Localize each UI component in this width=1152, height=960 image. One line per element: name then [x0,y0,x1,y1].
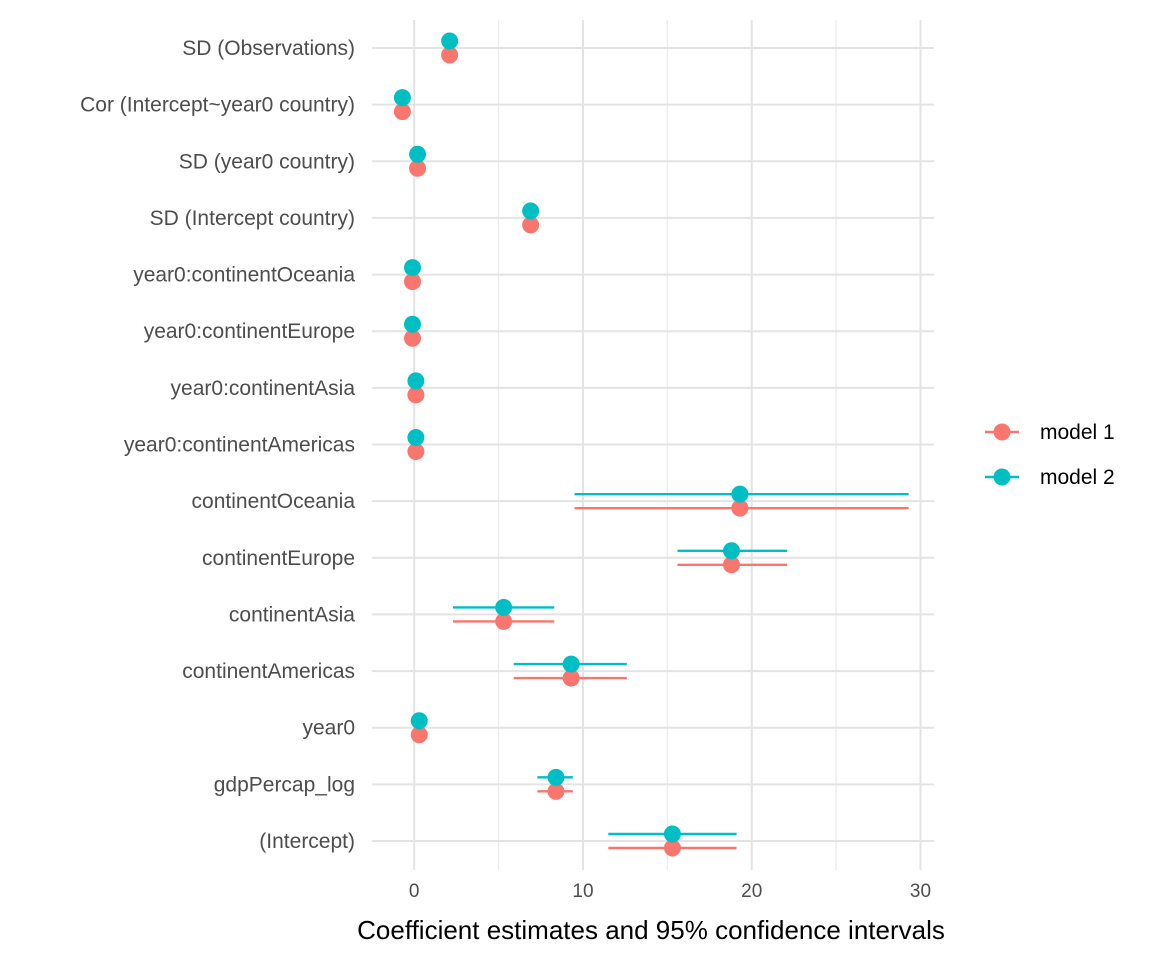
estimate-point [393,89,411,107]
legend-label: model 2 [1040,466,1115,489]
estimate-point [731,485,749,503]
estimate-point [663,839,681,857]
estimate-point [495,612,513,630]
y-tick-label: year0:continentEurope [144,320,355,343]
legend-label: model 1 [1040,421,1115,444]
estimate-point [404,315,422,333]
y-tick-label: continentOceania [192,490,356,513]
estimate-point [495,598,513,616]
estimate-point [409,145,427,163]
estimate-point [393,103,411,121]
estimate-point [407,372,425,390]
estimate-point [663,825,681,843]
estimate-point [407,443,425,460]
estimate-point [722,556,740,574]
legend-key-point [993,423,1011,441]
estimate-point [441,46,459,64]
y-tick-label: (Intercept) [259,830,355,853]
y-tick-labels: (Intercept) gdpPercap_log year0 continentAm… [80,37,355,853]
estimate-point [404,329,422,347]
grid-lines [372,20,934,870]
y-tick-label: SD (year0 country) [179,150,355,173]
estimate-point [409,159,427,177]
x-tick-label: 0 [409,881,420,902]
y-tick-label: year0 [302,717,355,740]
estimate-point [407,386,425,404]
legend-key-point [993,468,1011,486]
estimate-point [441,32,459,50]
y-tick-label: SD (Observations) [182,37,355,60]
x-axis-title: Coefficient estimates and 95% confidence… [357,915,945,945]
y-tick-label: continentAmericas [182,660,355,683]
x-tick-label: 10 [572,881,593,902]
estimate-point [410,712,428,730]
y-tick-label: continentEurope [202,547,355,570]
estimate-point [522,202,540,220]
legend: model 1 model 2 [985,421,1115,489]
x-tick-labels: 0 10 20 30 [409,881,931,902]
estimate-point [547,768,565,786]
estimate-point [722,542,740,560]
estimate-point [562,669,580,687]
y-tick-label: continentAsia [229,603,355,626]
estimate-point [522,216,540,234]
y-tick-label: SD (Intercept country) [150,207,355,230]
estimate-point [410,726,428,744]
x-tick-label: 30 [910,881,931,902]
y-tick-label: year0:continentAsia [171,377,356,400]
estimate-point [407,429,425,446]
y-tick-label: Cor (Intercept~year0 country) [80,94,355,117]
y-tick-label: year0:continentOceania [133,264,355,287]
estimate-point [404,259,422,277]
estimate-point [404,273,422,291]
y-tick-label: year0:continentAmericas [124,434,355,457]
estimate-point [562,655,580,673]
estimate-point [547,782,565,800]
x-tick-label: 20 [741,881,762,902]
estimate-point [731,499,749,517]
data-marks [393,32,909,857]
y-tick-label: gdpPercap_log [214,773,355,796]
